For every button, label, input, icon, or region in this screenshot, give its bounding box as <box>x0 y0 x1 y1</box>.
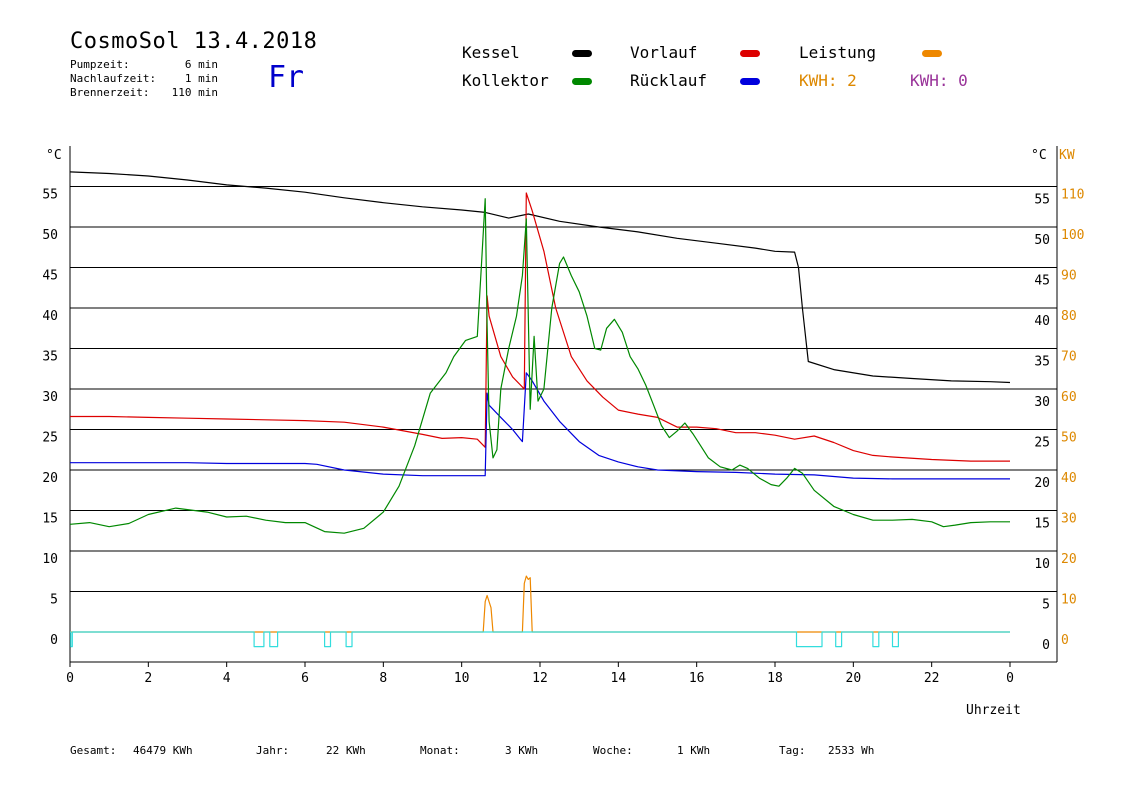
y-tick-label-left: 55 <box>42 188 58 203</box>
y-tick-label-left: 50 <box>42 228 58 243</box>
legend-label-leistung: Leistung <box>799 43 877 62</box>
x-tick-label: 12 <box>532 671 548 686</box>
x-tick-label: 0 <box>1006 671 1014 686</box>
footer-gesamt-value: 46479 KWh <box>133 744 193 757</box>
x-tick-label: 18 <box>767 671 783 686</box>
footer-gesamt-label: Gesamt: <box>70 744 117 757</box>
legend-label-ruecklauf: Rücklauf <box>630 71 708 90</box>
x-tick-label: 10 <box>454 671 470 686</box>
y2-tick-label: 40 <box>1061 471 1077 486</box>
y-tick-label-left: 40 <box>42 309 58 324</box>
x-tick-label: 6 <box>301 671 309 686</box>
x-tick-label: 0 <box>66 671 74 686</box>
x-tick-label: 8 <box>379 671 387 686</box>
y-tick-label-left: 45 <box>42 269 58 284</box>
y-tick-label-left: 5 <box>50 593 58 608</box>
y-tick-label-right: 10 <box>1034 557 1050 572</box>
y2-tick-label: 100 <box>1061 228 1084 243</box>
series-line-pumpe <box>70 631 1010 648</box>
y-tick-label-right: 35 <box>1034 355 1050 370</box>
y-tick-label-right: 50 <box>1034 233 1050 248</box>
y2-tick-label: 90 <box>1061 269 1077 284</box>
legend-swatch-leistung <box>922 50 942 57</box>
footer-woche-label: Woche: <box>593 744 633 757</box>
y-axis-unit-left: °C <box>46 148 62 163</box>
y2-axis-unit: KW <box>1059 148 1075 163</box>
y-tick-label-right: 0 <box>1042 638 1050 653</box>
x-tick-label: 16 <box>689 671 705 686</box>
axis-layer <box>69 146 1058 667</box>
footer-tag-value: 2533 Wh <box>828 744 875 757</box>
chart-title: CosmoSol 13.4.2018 <box>70 29 318 54</box>
series-line-kessel <box>69 171 1011 384</box>
series-line-leistung <box>70 575 1010 633</box>
legend-label-kollektor: Kollektor <box>462 71 549 90</box>
kwh-solar-readout: KWH: 2 <box>799 71 857 90</box>
y2-tick-label: 80 <box>1061 309 1077 324</box>
legend-swatch-vorlauf <box>740 50 760 57</box>
x-tick-label: 22 <box>924 671 940 686</box>
x-tick-label: 20 <box>846 671 862 686</box>
y-tick-label-right: 45 <box>1034 274 1050 289</box>
footer-monat-value: 3 KWh <box>505 744 539 757</box>
y2-tick-label: 50 <box>1061 431 1077 446</box>
info-brennerzeit-value: 110 min <box>171 86 218 99</box>
series-layer <box>69 171 1011 648</box>
x-tick-label: 4 <box>223 671 231 686</box>
legend-swatch-ruecklauf <box>740 78 760 85</box>
y-tick-label-right: 5 <box>1042 598 1050 613</box>
y2-tick-label: 30 <box>1061 512 1077 527</box>
series-line-kollektor <box>69 198 1010 534</box>
y-tick-label-left: 10 <box>42 552 58 567</box>
info-pumpzeit-value: 6 min <box>184 58 218 71</box>
info-nachlaufzeit-value: 1 min <box>184 72 218 85</box>
y2-tick-label: 110 <box>1061 188 1084 203</box>
y-tick-label-right: 15 <box>1034 517 1050 532</box>
y-tick-label-right: 55 <box>1034 193 1050 208</box>
x-tick-label: 14 <box>611 671 627 686</box>
y-tick-label-left: 30 <box>42 390 58 405</box>
y-tick-label-left: 35 <box>42 350 58 365</box>
y-tick-label-right: 30 <box>1034 395 1050 410</box>
y-tick-label-left: 25 <box>42 431 58 446</box>
series-line-ruecklauf <box>70 372 1010 480</box>
y2-tick-label: 60 <box>1061 390 1077 405</box>
y-tick-label-right: 20 <box>1034 476 1050 491</box>
x-axis-label: Uhrzeit <box>966 703 1021 718</box>
y-tick-label-left: 0 <box>50 633 58 648</box>
weekday-label: Fr <box>268 60 305 95</box>
y2-tick-label: 0 <box>1061 633 1069 648</box>
y2-tick-label: 20 <box>1061 552 1077 567</box>
y-tick-label-right: 25 <box>1034 436 1050 451</box>
legend-swatch-kollektor <box>572 78 592 85</box>
footer-woche-value: 1 KWh <box>677 744 711 757</box>
footer-tag-label: Tag: <box>779 744 806 757</box>
legend-label-vorlauf: Vorlauf <box>630 43 698 62</box>
grid-layer <box>70 186 1057 592</box>
y-tick-label-left: 15 <box>42 512 58 527</box>
footer-jahr-label: Jahr: <box>256 744 290 757</box>
kwh-burner-readout: KWH: 0 <box>910 71 968 90</box>
x-tick-label: 2 <box>144 671 152 686</box>
y2-tick-label: 70 <box>1061 350 1077 365</box>
y2-tick-label: 10 <box>1061 593 1077 608</box>
footer-monat-label: Monat: <box>420 744 460 757</box>
legend-label-kessel: Kessel <box>462 43 520 62</box>
info-nachlaufzeit-label: Nachlaufzeit: <box>70 72 157 85</box>
y-tick-label-left: 20 <box>42 471 58 486</box>
info-brennerzeit-label: Brennerzeit: <box>70 86 150 99</box>
info-pumpzeit-label: Pumpzeit: <box>70 58 130 71</box>
footer-jahr-value: 22 KWh <box>326 744 366 757</box>
series-line-vorlauf <box>70 192 1010 462</box>
legend-swatch-kessel <box>572 50 592 57</box>
y-axis-unit-right: °C <box>1031 148 1047 163</box>
y-tick-label-right: 40 <box>1034 314 1050 329</box>
